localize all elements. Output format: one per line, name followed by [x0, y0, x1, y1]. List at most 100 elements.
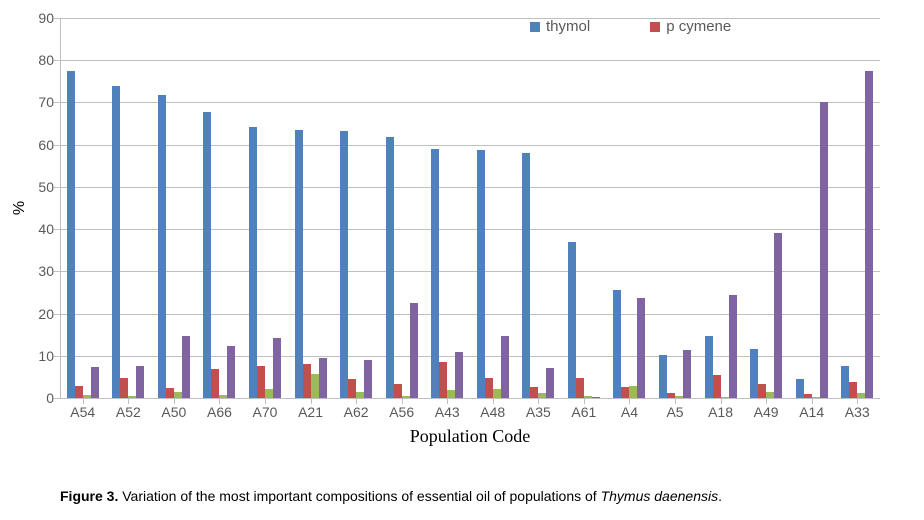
bar-series3 — [356, 392, 364, 398]
bar-series4 — [319, 358, 327, 398]
bar-p-cymene — [804, 394, 812, 398]
bar-series4 — [227, 346, 235, 398]
bar-series3 — [311, 374, 319, 398]
bar-thymol — [796, 379, 804, 398]
bar-p-cymene — [758, 384, 766, 398]
bar-series4 — [865, 71, 873, 398]
bar-thymol — [841, 366, 849, 398]
bar-thymol — [203, 112, 211, 398]
y-tick-label: 60 — [24, 137, 54, 153]
bar-thymol — [158, 95, 166, 398]
bar-series3 — [721, 397, 729, 398]
x-tick-label: A43 — [435, 404, 460, 420]
x-tick-label: A50 — [161, 404, 186, 420]
x-tick-label: A48 — [480, 404, 505, 420]
bar-series3 — [447, 390, 455, 398]
x-tick-label: A14 — [799, 404, 824, 420]
bar-p-cymene — [75, 386, 83, 398]
chart-area: % Population Code thymol p cymene 010203… — [60, 18, 880, 448]
bar-series4 — [683, 350, 691, 398]
y-tick-label: 70 — [24, 94, 54, 110]
bar-p-cymene — [166, 388, 174, 398]
gridline — [60, 60, 880, 61]
bar-thymol — [477, 150, 485, 398]
caption-label: Figure 3. — [60, 488, 118, 504]
plot-region — [60, 18, 880, 398]
legend-item-thymol: thymol — [530, 18, 590, 35]
caption-text-after: . — [718, 488, 722, 504]
bar-p-cymene — [713, 375, 721, 398]
bar-series3 — [538, 393, 546, 398]
bar-p-cymene — [303, 364, 311, 398]
gridline — [60, 271, 880, 272]
caption-italic: Thymus daenensis — [601, 488, 719, 504]
bar-p-cymene — [394, 384, 402, 398]
y-tick — [54, 398, 60, 399]
y-tick — [54, 18, 60, 19]
bar-thymol — [295, 130, 303, 398]
bar-thymol — [522, 153, 530, 398]
bar-p-cymene — [621, 387, 629, 398]
bar-thymol — [659, 355, 667, 398]
legend-label-thymol: thymol — [546, 18, 590, 35]
bar-series4 — [637, 298, 645, 398]
x-axis-label: Population Code — [410, 426, 531, 447]
y-tick-label: 10 — [24, 348, 54, 364]
x-axis-line — [60, 398, 880, 399]
y-axis-line — [60, 18, 61, 398]
bar-p-cymene — [849, 382, 857, 398]
x-tick-label: A5 — [666, 404, 683, 420]
legend-swatch-thymol — [530, 22, 540, 32]
y-tick-label: 40 — [24, 221, 54, 237]
bar-series4 — [91, 367, 99, 398]
x-tick-label: A4 — [621, 404, 638, 420]
bar-thymol — [112, 86, 120, 398]
bar-series4 — [364, 360, 372, 398]
bar-series4 — [136, 366, 144, 398]
legend: thymol p cymene — [530, 18, 731, 35]
gridline — [60, 102, 880, 103]
x-tick-label: A49 — [754, 404, 779, 420]
bar-series3 — [766, 392, 774, 398]
x-tick-label: A61 — [571, 404, 596, 420]
y-tick — [54, 145, 60, 146]
bar-series3 — [493, 389, 501, 398]
bar-series3 — [402, 396, 410, 398]
y-axis-label: % — [11, 201, 29, 215]
bar-series3 — [584, 396, 592, 398]
bar-series4 — [592, 397, 600, 398]
bar-p-cymene — [530, 387, 538, 398]
bar-p-cymene — [667, 393, 675, 398]
y-tick — [54, 314, 60, 315]
x-tick-label: A18 — [708, 404, 733, 420]
bar-series3 — [857, 393, 865, 398]
bar-series4 — [410, 303, 418, 398]
x-tick-label: A56 — [389, 404, 414, 420]
x-tick-label: A54 — [70, 404, 95, 420]
bar-series3 — [83, 395, 91, 398]
x-tick-label: A66 — [207, 404, 232, 420]
x-tick-label: A52 — [116, 404, 141, 420]
y-tick-label: 20 — [24, 306, 54, 322]
bar-thymol — [340, 131, 348, 398]
x-tick-label: A62 — [344, 404, 369, 420]
gridline — [60, 18, 880, 19]
legend-swatch-pcymene — [650, 22, 660, 32]
bar-p-cymene — [439, 362, 447, 398]
gridline — [60, 229, 880, 230]
bar-series3 — [675, 396, 683, 398]
y-tick — [54, 229, 60, 230]
bar-thymol — [386, 137, 394, 398]
legend-label-pcymene: p cymene — [666, 18, 731, 35]
y-tick — [54, 356, 60, 357]
bar-series4 — [273, 338, 281, 398]
bar-thymol — [67, 71, 75, 398]
y-tick-label: 50 — [24, 179, 54, 195]
bar-thymol — [431, 149, 439, 398]
bar-series4 — [182, 336, 190, 398]
bar-thymol — [613, 290, 621, 398]
bar-p-cymene — [485, 378, 493, 398]
y-tick-label: 0 — [24, 390, 54, 406]
bar-p-cymene — [257, 366, 265, 398]
y-tick — [54, 60, 60, 61]
